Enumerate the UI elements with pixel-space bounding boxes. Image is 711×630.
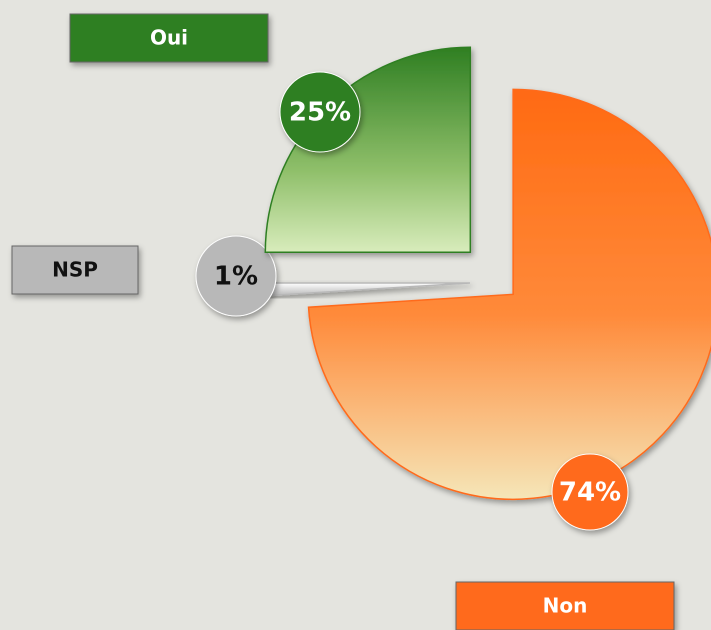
value-badge [551, 453, 629, 531]
value-badge [279, 71, 361, 153]
legend-box [455, 581, 675, 630]
value-badge [195, 235, 277, 317]
legend-label: Oui [150, 26, 188, 50]
value-label: 25% [289, 98, 351, 128]
pie-slice [264, 282, 471, 297]
legend-box [69, 13, 269, 63]
legend-box [11, 245, 139, 295]
value-label: 74% [559, 478, 621, 508]
legend-label: NSP [52, 258, 98, 282]
legend-label: Non [543, 594, 588, 618]
value-label: 1% [214, 262, 258, 292]
pie-slice [307, 88, 711, 501]
pie-slice [264, 46, 472, 254]
